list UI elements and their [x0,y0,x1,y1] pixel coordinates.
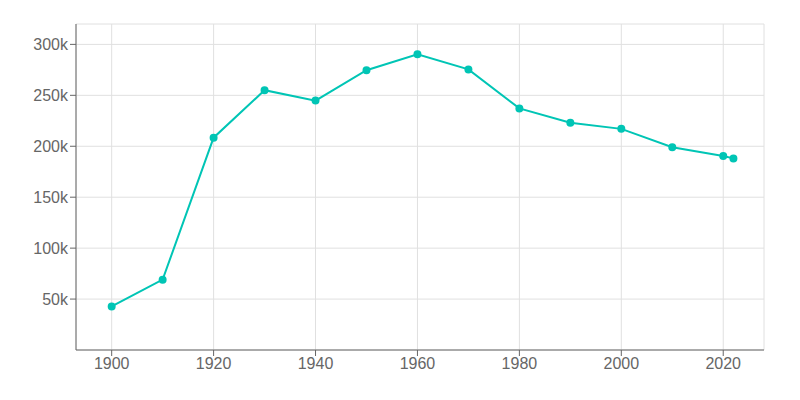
svg-text:150k: 150k [33,189,69,206]
svg-text:50k: 50k [42,291,69,308]
svg-text:1980: 1980 [502,355,538,372]
svg-text:1920: 1920 [196,355,232,372]
svg-text:250k: 250k [33,87,69,104]
svg-text:1940: 1940 [298,355,334,372]
svg-text:1960: 1960 [400,355,436,372]
svg-text:300k: 300k [33,36,69,53]
svg-text:1900: 1900 [94,355,130,372]
svg-text:100k: 100k [33,240,69,257]
svg-text:200k: 200k [33,138,69,155]
svg-text:2000: 2000 [604,355,640,372]
svg-text:2020: 2020 [705,355,741,372]
